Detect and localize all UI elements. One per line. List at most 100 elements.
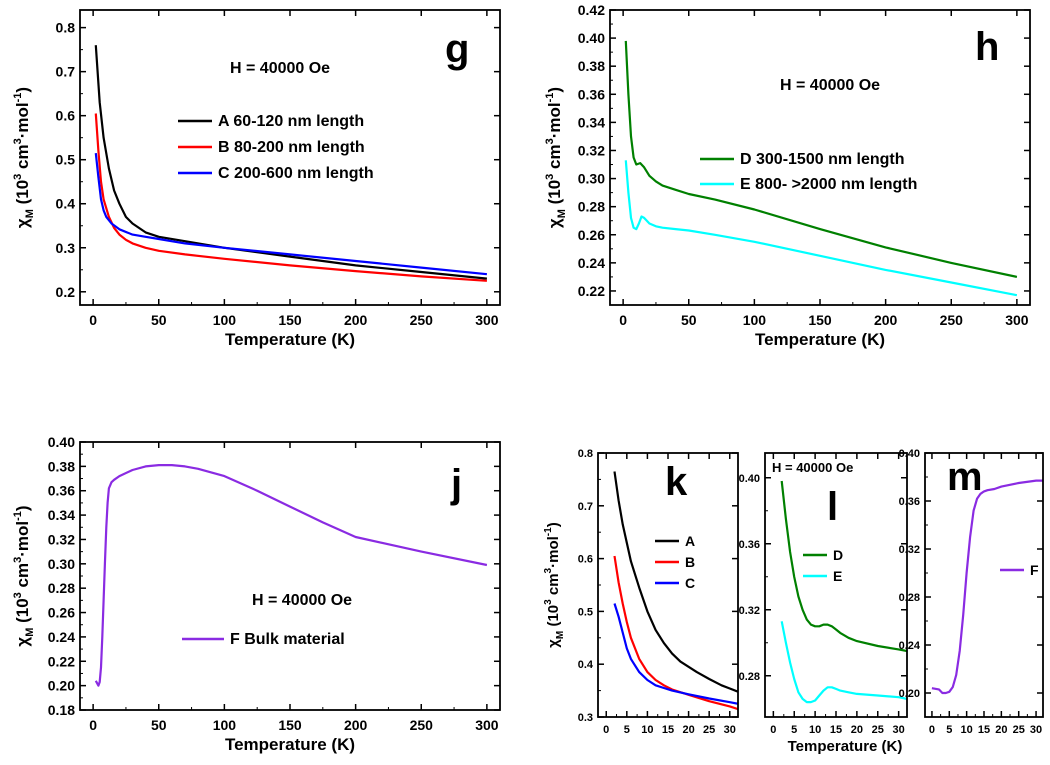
x-tick-label: 50 [151, 312, 167, 328]
y-tick-label: 0.28 [48, 580, 75, 596]
x-tick-label: 15 [830, 724, 842, 736]
y-tick-label: 0.24 [48, 629, 75, 645]
y-tick-label: 0.6 [578, 554, 593, 566]
y-axis-label-text: χM (103 cm3·mol-1) [543, 522, 566, 647]
y-tick-label: 0.34 [48, 507, 75, 523]
plot-frame-j [79, 441, 501, 711]
x-axis-label: Temperature (K) [225, 735, 355, 754]
y-tick-label: 0.36 [578, 86, 605, 102]
y-tick-label: 0.5 [578, 606, 593, 618]
chart-panel-l: 0 5 10 15 20 25 30 0.28 0.32 0.36 0.40 DE H = 40000 … [739, 452, 908, 755]
series-line-m-0 [931, 479, 1043, 695]
y-axis-label-text: χM (103 cm3·mol-1) [12, 87, 36, 228]
x-tick-label: 150 [808, 312, 832, 328]
panel-label: k [665, 460, 688, 504]
y-axis-label-g: χM (103 cm3·mol-1) [12, 87, 36, 228]
series-line-j-0 [94, 464, 488, 687]
x-axis-label: Temperature (K) [755, 330, 885, 349]
y-tick-label: 0.26 [578, 227, 605, 243]
panel-label: m [947, 455, 983, 499]
series-line-k-0 [613, 471, 738, 693]
chart-panel-g: 0 50 100 150 200 250 300 0.2 0.3 0.4 0.5 0.6 0.7 0.8 A… [12, 9, 501, 349]
y-tick-label: 0.28 [578, 199, 605, 215]
field-annotation: H = 40000 Oe [230, 60, 330, 77]
y-tick-label: 0.20 [48, 678, 75, 694]
y-tick-label: 0.30 [578, 171, 605, 187]
x-tick-label: 20 [682, 724, 694, 736]
plot-frame-h [609, 9, 1031, 306]
series-line-g-0 [94, 45, 488, 280]
legend-label: A [685, 533, 695, 549]
x-tick-label: 30 [893, 724, 905, 736]
y-tick-label: 0.40 [578, 30, 605, 46]
x-tick-label: 150 [278, 717, 302, 733]
y-tick-label: 0.28 [899, 592, 920, 604]
y-tick-label: 0.4 [56, 196, 76, 212]
y-tick-label: 0.7 [578, 501, 593, 513]
x-axis-label: Temperature (K) [788, 738, 903, 755]
legend-label: B [685, 554, 695, 570]
chart-panel-j: 0 50 100 150 200 250 300 0.18 0.20 0.22 0.24 0.26 0.… [12, 434, 501, 754]
legend-label: C 200-600 nm length [218, 165, 374, 182]
x-tick-label: 200 [344, 717, 368, 733]
y-tick-label: 0.8 [578, 448, 593, 460]
y-axis-label-text: χM (103 cm3·mol-1) [12, 505, 36, 646]
y-tick-label: 0.22 [48, 653, 75, 669]
plot-frame-m [924, 452, 1044, 718]
legend-label: D [833, 547, 843, 563]
y-tick-label: 0.40 [899, 448, 920, 460]
panel-label: l [827, 485, 838, 529]
x-tick-label: 100 [213, 717, 237, 733]
y-tick-label: 0.22 [578, 283, 605, 299]
legend-label: B 80-200 nm length [218, 139, 365, 156]
x-tick-label: 25 [703, 724, 715, 736]
y-tick-label: 0.26 [48, 605, 75, 621]
legend-label: F [1030, 562, 1039, 578]
y-tick-label: 0.38 [578, 58, 605, 74]
legend-label: A 60-120 nm length [218, 113, 364, 130]
chart-panel-h: 0 50 100 150 200 250 300 0.22 0.24 0.26 0.28 0.30 0.… [544, 2, 1031, 349]
y-axis-label-j: χM (103 cm3·mol-1) [12, 505, 36, 646]
y-axis-label-h: χM (103 cm3·mol-1) [544, 87, 568, 228]
field-annotation: H = 40000 Oe [780, 77, 880, 94]
legend-label: E [833, 568, 842, 584]
legend-label: C [685, 575, 695, 591]
x-tick-label: 300 [475, 312, 499, 328]
x-tick-label: 0 [929, 724, 935, 736]
chart-panel-m: 0 5 10 15 20 25 30 0.20 0.24 0.28 0.32 0.36 0.40 Fm [899, 448, 1044, 736]
y-tick-label: 0.5 [56, 152, 76, 168]
legend-label: F Bulk material [230, 631, 345, 648]
x-tick-label: 0 [89, 717, 97, 733]
y-tick-label: 0.2 [56, 284, 76, 300]
panel-label: g [445, 27, 469, 71]
series-line-k-2 [613, 603, 738, 705]
x-tick-label: 0 [619, 312, 627, 328]
x-tick-label: 5 [946, 724, 952, 736]
y-tick-label: 0.32 [739, 605, 760, 617]
y-tick-label: 0.6 [56, 108, 76, 124]
x-tick-label: 300 [1005, 312, 1029, 328]
x-tick-label: 0 [89, 312, 97, 328]
x-tick-label: 0 [770, 724, 776, 736]
series-line-l-0 [780, 480, 907, 653]
x-tick-label: 5 [624, 724, 630, 736]
series-line-h-0 [624, 40, 1018, 278]
y-tick-label: 0.42 [578, 2, 605, 18]
y-tick-label: 0.8 [56, 20, 76, 36]
x-tick-label: 30 [1030, 724, 1042, 736]
x-tick-label: 250 [410, 312, 434, 328]
y-tick-label: 0.36 [899, 496, 920, 508]
y-tick-label: 0.24 [899, 640, 921, 652]
series-line-g-1 [94, 113, 487, 282]
y-tick-label: 0.28 [739, 671, 760, 683]
x-tick-label: 5 [791, 724, 797, 736]
y-tick-label: 0.38 [48, 458, 75, 474]
x-tick-label: 250 [410, 717, 434, 733]
x-tick-label: 10 [809, 724, 821, 736]
y-tick-label: 0.20 [899, 688, 920, 700]
x-tick-label: 250 [940, 312, 964, 328]
x-tick-label: 0 [603, 724, 609, 736]
series-line-g-2 [94, 152, 488, 276]
x-tick-label: 30 [724, 724, 736, 736]
